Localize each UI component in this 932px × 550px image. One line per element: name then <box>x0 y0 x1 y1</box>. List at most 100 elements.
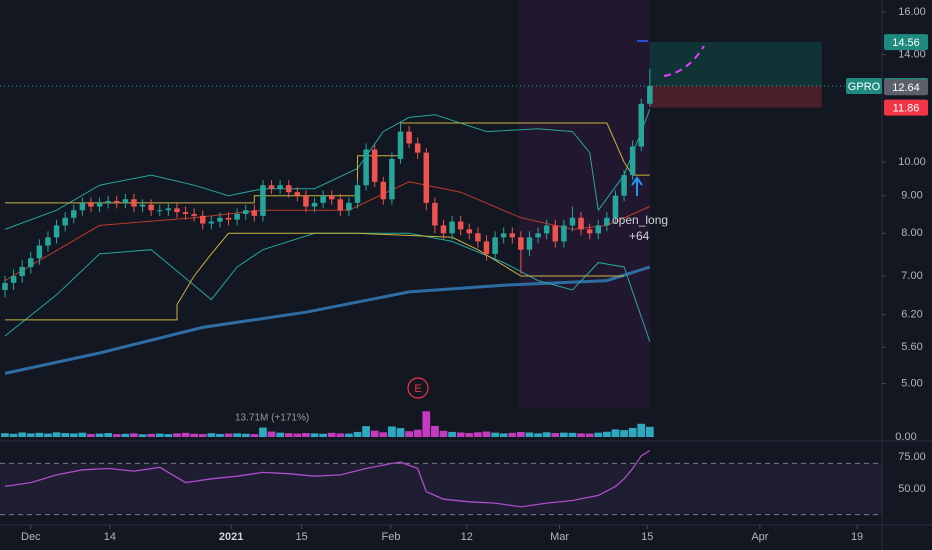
earnings-label: E <box>414 383 421 395</box>
candle-body <box>440 225 447 234</box>
volume-bar <box>138 434 147 437</box>
volume-bar <box>276 432 284 437</box>
volume-bar <box>327 432 336 437</box>
volume-bar <box>78 432 87 437</box>
volume-bar <box>44 433 52 437</box>
price-pane <box>0 42 882 375</box>
x-tick-label: 19 <box>851 531 863 543</box>
volume-bar <box>181 432 190 437</box>
candle-body <box>586 229 593 234</box>
candle-body <box>569 217 576 226</box>
volume-bar <box>482 431 491 437</box>
volume-bar <box>207 433 216 437</box>
volume-bar <box>173 433 181 437</box>
candle-body <box>346 202 352 211</box>
x-tick-label: 15 <box>641 531 653 543</box>
y-tick-label: 5.00 <box>901 377 922 389</box>
y-tick-label: 9.00 <box>901 190 922 202</box>
candle-body <box>10 275 17 283</box>
volume-bar <box>474 432 482 437</box>
y-tick-label: 6.20 <box>901 309 922 321</box>
volume-bar <box>259 427 267 437</box>
entry-arrow-head <box>631 176 643 186</box>
candle-body <box>131 199 137 207</box>
y-tick-label: 14.00 <box>898 49 926 61</box>
price-badge-label: 12.64 <box>892 82 920 94</box>
candle-body <box>62 217 68 226</box>
candle-body <box>208 221 215 224</box>
candle-body <box>612 195 619 218</box>
candle-body <box>457 221 464 230</box>
candle-body <box>71 210 77 218</box>
signal-label: open_long <box>612 213 668 227</box>
quantity-label: +64 <box>629 229 650 243</box>
volume-bar <box>628 427 637 437</box>
volume-bar <box>26 433 35 437</box>
volume-bar <box>190 433 199 437</box>
candle-body <box>595 225 602 234</box>
volume-bar <box>61 433 70 437</box>
rsi-line <box>4 450 651 508</box>
candle-body <box>337 199 344 211</box>
candle-body <box>509 233 516 238</box>
earnings-marker[interactable] <box>407 377 429 399</box>
candle-body <box>251 210 258 216</box>
volume-bar <box>69 433 78 437</box>
volume-bar <box>18 432 27 437</box>
candle-body <box>303 195 309 207</box>
candle-body <box>139 204 146 207</box>
candle-body <box>621 175 627 196</box>
volume-bar <box>491 432 499 437</box>
background-layer <box>519 0 650 408</box>
volume-bar <box>611 429 620 437</box>
volume-bar <box>388 426 396 437</box>
volume-bar <box>594 432 603 437</box>
y-tick-label: 16.00 <box>898 6 926 18</box>
position-target-zone <box>649 42 822 86</box>
indicator-line <box>4 109 651 230</box>
volume-bar <box>319 433 327 437</box>
volume-bar <box>499 433 508 437</box>
y-tick-label: 7.00 <box>901 270 922 282</box>
volume-bar <box>551 433 560 437</box>
volume-bar <box>439 430 448 437</box>
candle-body <box>543 225 550 234</box>
volume-tick-label: 0.00 <box>895 431 916 443</box>
volume-bar <box>637 423 646 437</box>
candle-body <box>432 202 438 226</box>
candle-body <box>225 217 232 220</box>
rsi-tick-label: 50.00 <box>898 483 926 495</box>
volume-bar <box>620 430 628 437</box>
volume-bar <box>542 432 551 437</box>
candle-body <box>328 195 335 200</box>
candle-body <box>578 217 584 230</box>
candle-body <box>629 146 636 176</box>
volume-bar <box>345 433 353 437</box>
x-tick-label: 2021 <box>219 531 243 543</box>
x-tick-label: Feb <box>382 531 401 543</box>
volume-bar <box>95 433 104 437</box>
candle-body <box>88 202 94 207</box>
volume-bar <box>52 432 61 437</box>
candle-body <box>53 225 60 238</box>
rsi-band-fill <box>0 463 882 515</box>
candle-body <box>277 185 283 189</box>
x-tick-label: 14 <box>104 531 116 543</box>
volume-bar <box>224 433 233 437</box>
volume-bar <box>310 433 319 437</box>
volume-bar <box>87 433 95 437</box>
candle-body <box>414 143 421 153</box>
symbol-badge-label: GPRO <box>848 81 881 93</box>
candle-body <box>647 85 653 104</box>
volume-bar <box>422 411 431 437</box>
candle-body <box>2 282 8 290</box>
candle-body <box>122 199 129 203</box>
candle-body <box>157 210 163 212</box>
candle-body <box>79 202 86 211</box>
candle-body <box>380 181 387 200</box>
candle-body <box>217 217 223 222</box>
volume-bar <box>1 433 9 437</box>
volume-bar <box>293 433 302 437</box>
candle-body <box>191 213 197 216</box>
